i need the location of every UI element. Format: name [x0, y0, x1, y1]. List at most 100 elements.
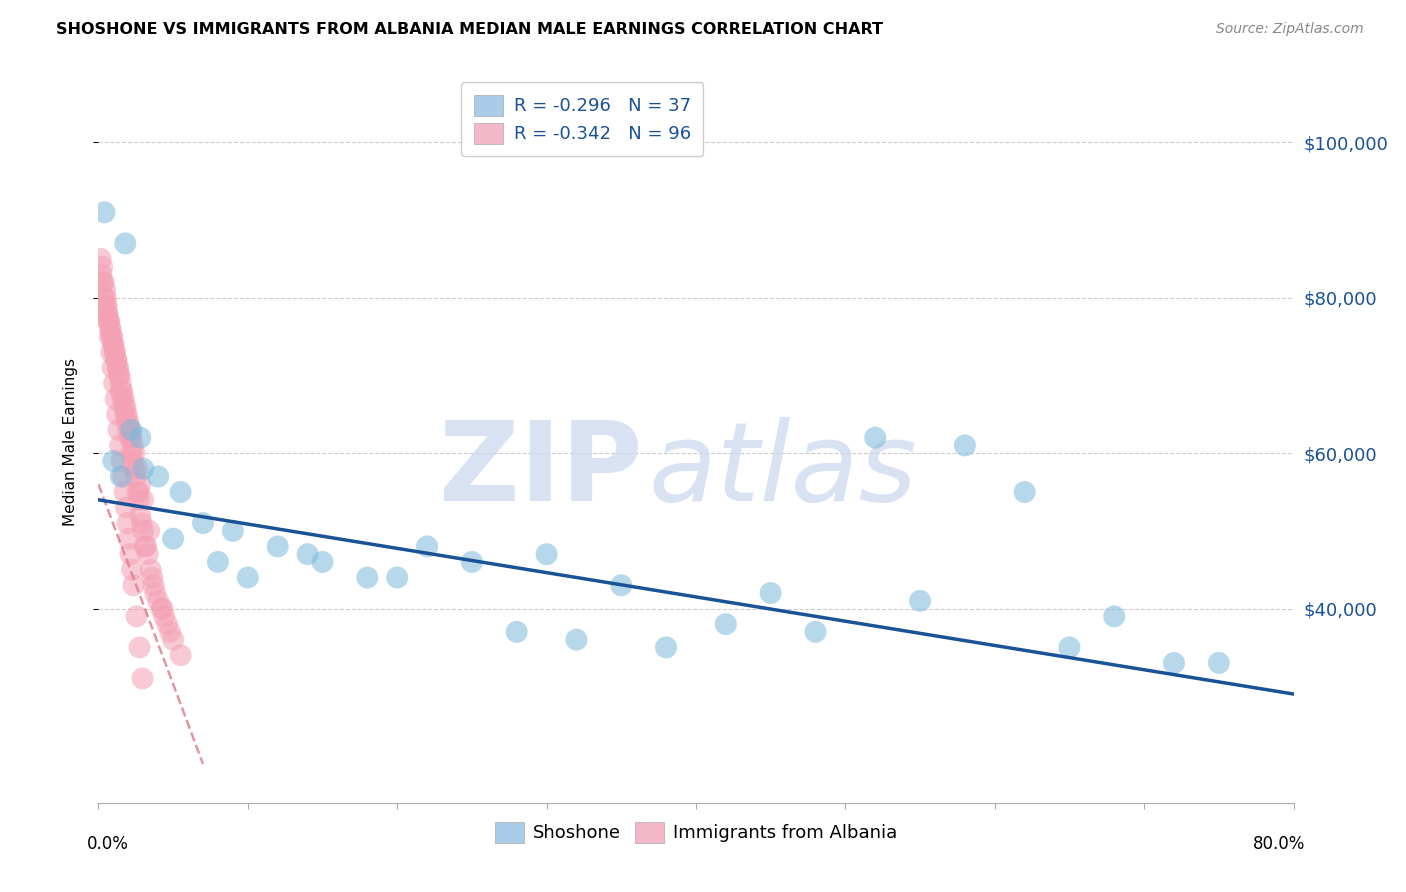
- Point: [120, 423, 142, 437]
- Point: [156, 617, 179, 632]
- Point: [138, 524, 160, 538]
- Point: [114, 400, 136, 414]
- Point: [311, 555, 333, 569]
- Point: [143, 586, 166, 600]
- Point: [115, 415, 138, 429]
- Point: [120, 547, 142, 561]
- Point: [150, 601, 173, 615]
- Point: [162, 532, 184, 546]
- Point: [115, 408, 138, 422]
- Point: [127, 485, 149, 500]
- Point: [107, 360, 129, 375]
- Point: [108, 438, 131, 452]
- Point: [461, 555, 484, 569]
- Point: [91, 260, 114, 274]
- Point: [101, 329, 124, 343]
- Point: [129, 508, 152, 523]
- Point: [120, 446, 142, 460]
- Point: [94, 299, 117, 313]
- Point: [101, 329, 124, 343]
- Point: [908, 594, 931, 608]
- Point: [267, 540, 290, 554]
- Point: [98, 329, 121, 343]
- Point: [536, 547, 558, 561]
- Point: [110, 384, 132, 398]
- Point: [94, 283, 117, 297]
- Point: [97, 314, 120, 328]
- Point: [108, 368, 131, 383]
- Point: [104, 392, 127, 406]
- Point: [222, 524, 245, 538]
- Point: [655, 640, 678, 655]
- Text: ZIP: ZIP: [439, 417, 643, 524]
- Point: [236, 570, 259, 584]
- Point: [112, 392, 135, 406]
- Point: [128, 485, 150, 500]
- Y-axis label: Median Male Earnings: Median Male Earnings: [63, 358, 77, 525]
- Point: [105, 353, 128, 368]
- Point: [117, 423, 139, 437]
- Point: [759, 586, 782, 600]
- Point: [110, 454, 132, 468]
- Legend: Shoshone, Immigrants from Albania: Shoshone, Immigrants from Albania: [485, 813, 907, 852]
- Point: [506, 624, 529, 639]
- Point: [103, 454, 125, 468]
- Point: [125, 469, 148, 483]
- Text: atlas: atlas: [648, 417, 917, 524]
- Text: Source: ZipAtlas.com: Source: ZipAtlas.com: [1216, 22, 1364, 37]
- Point: [153, 609, 176, 624]
- Point: [114, 408, 136, 422]
- Point: [129, 431, 152, 445]
- Point: [297, 547, 319, 561]
- Point: [97, 314, 120, 328]
- Point: [117, 516, 139, 530]
- Point: [124, 461, 146, 475]
- Point: [97, 314, 120, 328]
- Point: [152, 601, 174, 615]
- Point: [132, 461, 155, 475]
- Point: [91, 275, 114, 289]
- Point: [104, 345, 127, 359]
- Point: [118, 532, 141, 546]
- Point: [128, 640, 150, 655]
- Point: [90, 268, 112, 282]
- Point: [714, 617, 737, 632]
- Point: [953, 438, 976, 452]
- Point: [416, 540, 439, 554]
- Text: 0.0%: 0.0%: [87, 835, 128, 854]
- Point: [135, 540, 157, 554]
- Point: [96, 306, 118, 320]
- Point: [162, 632, 184, 647]
- Point: [93, 205, 115, 219]
- Point: [134, 540, 156, 554]
- Point: [169, 485, 191, 500]
- Point: [110, 469, 132, 483]
- Point: [118, 423, 141, 437]
- Point: [103, 337, 125, 351]
- Point: [127, 461, 149, 475]
- Point: [98, 322, 122, 336]
- Point: [132, 492, 155, 507]
- Point: [124, 446, 146, 460]
- Point: [565, 632, 588, 647]
- Point: [114, 236, 136, 251]
- Point: [114, 485, 136, 500]
- Point: [1059, 640, 1081, 655]
- Point: [112, 469, 135, 483]
- Point: [1208, 656, 1230, 670]
- Point: [128, 492, 150, 507]
- Point: [169, 648, 191, 663]
- Point: [115, 500, 138, 515]
- Point: [117, 415, 139, 429]
- Point: [132, 524, 155, 538]
- Point: [191, 516, 214, 530]
- Point: [103, 337, 125, 351]
- Point: [1104, 609, 1126, 624]
- Point: [104, 345, 127, 359]
- Point: [105, 408, 128, 422]
- Point: [93, 291, 115, 305]
- Point: [131, 672, 153, 686]
- Point: [865, 431, 887, 445]
- Point: [101, 360, 124, 375]
- Point: [118, 431, 141, 445]
